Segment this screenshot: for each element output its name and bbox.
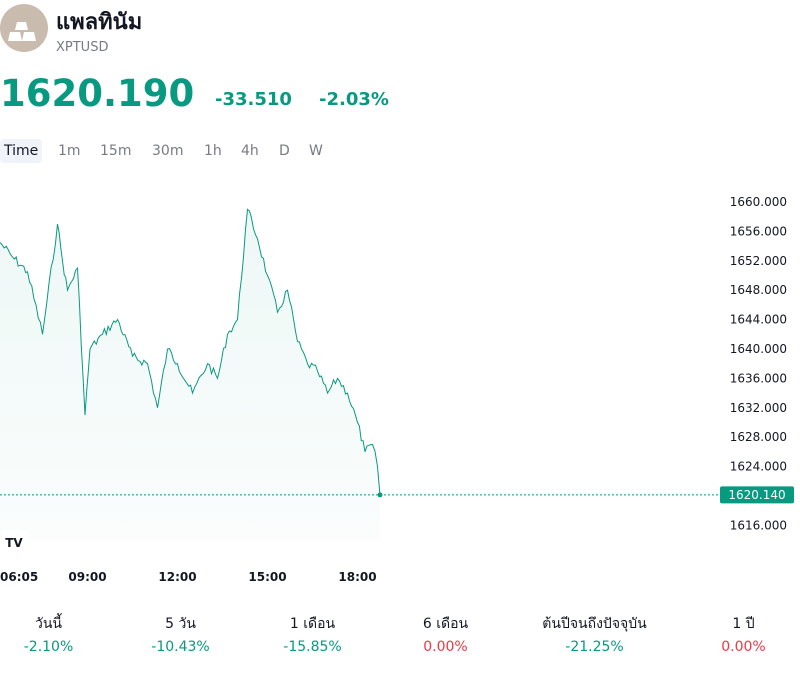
perf-label: ต้นปีจนถึงปัจจุบัน [542, 616, 647, 632]
x-tick-label: 06:05 [0, 570, 38, 584]
perf-1-year[interactable]: 1 ปี 0.00% [677, 612, 800, 658]
perf-today[interactable]: วันนี้ -2.10% [0, 612, 115, 658]
perf-1-month[interactable]: 1 เดือน -15.85% [246, 612, 379, 658]
tab-4h[interactable]: 4h [241, 143, 259, 159]
y-tick-label: 1628.000 [730, 430, 787, 444]
perf-label: วันนี้ [34, 616, 62, 632]
last-price: 1620.190 [0, 72, 195, 115]
tradingview-logo-text: TV [5, 536, 23, 550]
x-axis: 06:05 09:00 12:00 15:00 18:00 [0, 570, 377, 584]
y-tick-label: 1624.000 [730, 460, 787, 474]
instrument-name: แพลทินัม [56, 10, 143, 35]
y-tick-label: 1648.000 [730, 283, 787, 297]
perf-value: 0.00% [721, 639, 766, 655]
y-tick-label: 1660.000 [730, 195, 787, 209]
tab-1h[interactable]: 1h [204, 143, 222, 159]
perf-label: 1 เดือน [289, 616, 336, 632]
last-price-badge: 1620.140 [720, 486, 794, 504]
perf-5-days[interactable]: 5 วัน -10.43% [114, 612, 247, 658]
platinum-bars-icon [8, 22, 36, 41]
x-tick-label: 12:00 [158, 570, 196, 584]
perf-value: -10.43% [151, 639, 210, 655]
tab-15m[interactable]: 15m [100, 143, 132, 159]
y-tick-label: 1616.000 [730, 518, 787, 532]
platinum-logo-icon [0, 4, 48, 52]
last-price-dot [377, 492, 383, 498]
tab-d[interactable]: D [279, 143, 290, 159]
perf-ytd[interactable]: ต้นปีจนถึงปัจจุบัน -21.25% [528, 612, 661, 658]
tab-30m[interactable]: 30m [152, 143, 184, 159]
tab-time[interactable]: Time [0, 139, 43, 163]
y-tick-label: 1656.000 [730, 224, 787, 238]
y-tick-label: 1636.000 [730, 371, 787, 385]
perf-label: 5 วัน [165, 616, 196, 632]
perf-label: 1 ปี [732, 616, 755, 632]
price-change-percent: -2.03% [319, 89, 389, 110]
last-price-badge-text: 1620.140 [728, 488, 785, 502]
x-tick-label: 15:00 [248, 570, 286, 584]
tradingview-logo-icon[interactable]: TV [2, 530, 28, 556]
y-tick-label: 1632.000 [730, 401, 787, 415]
x-tick-label: 18:00 [338, 570, 376, 584]
perf-value: -2.10% [23, 639, 74, 655]
price-area-fill [0, 209, 380, 540]
y-tick-label: 1652.000 [730, 254, 787, 268]
price-chart[interactable]: 1660.000 1656.000 1652.000 1648.000 1644.000… [0, 180, 800, 590]
price-change: -33.510 [215, 89, 292, 110]
instrument-symbol: XPTUSD [56, 40, 109, 55]
y-tick-label: 1640.000 [730, 342, 787, 356]
perf-value: -15.85% [283, 639, 342, 655]
perf-value: 0.00% [423, 639, 468, 655]
perf-value: -21.25% [565, 639, 624, 655]
tab-1m[interactable]: 1m [58, 143, 81, 159]
y-tick-label: 1644.000 [730, 313, 787, 327]
perf-label: 6 เดือน [422, 616, 469, 632]
price-line [0, 208, 381, 495]
perf-6-months[interactable]: 6 เดือน 0.00% [379, 612, 512, 658]
y-axis: 1660.000 1656.000 1652.000 1648.000 1644.000… [730, 195, 787, 532]
tab-w[interactable]: W [309, 143, 323, 159]
performance-strip: วันนี้ -2.10% 5 วัน -10.43% 1 เดือน -15.… [0, 612, 800, 672]
x-tick-label: 09:00 [68, 570, 106, 584]
